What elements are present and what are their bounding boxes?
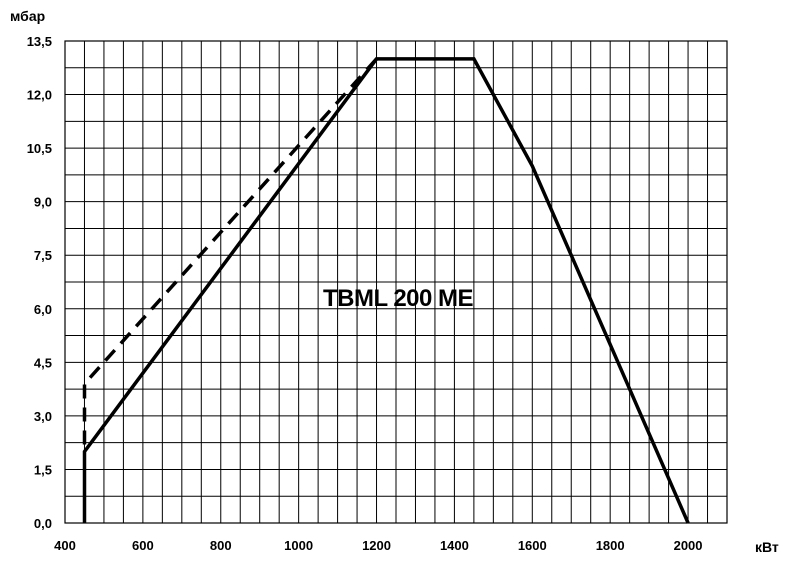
x-tick-label: 1400 [440, 538, 469, 553]
y-tick-label: 1,5 [34, 462, 52, 477]
y-tick-label: 0,0 [34, 516, 52, 531]
x-axis-label: кВт [755, 539, 779, 555]
y-tick-label: 13,5 [27, 34, 52, 49]
y-tick-label: 6,0 [34, 302, 52, 317]
x-tick-label: 1000 [284, 538, 313, 553]
y-tick-label: 7,5 [34, 248, 52, 263]
y-tick-label: 4,5 [34, 355, 52, 370]
x-tick-label: 1800 [596, 538, 625, 553]
y-tick-label: 12,0 [27, 88, 52, 103]
chart-title: TBML 200 ME [323, 285, 474, 312]
y-axis-label: мбар [10, 8, 45, 24]
x-tick-label: 400 [54, 538, 76, 553]
y-tick-label: 3,0 [34, 409, 52, 424]
x-tick-label: 2000 [674, 538, 703, 553]
x-tick-label: 1200 [362, 538, 391, 553]
series-group [82, 57, 690, 524]
tick-labels: 400 600 800 1000 1200 1400 1600 1800 2000 0,0 1,5 3… [27, 34, 703, 553]
x-tick-label: 600 [132, 538, 154, 553]
y-tick-label: 9,0 [34, 195, 52, 210]
x-tick-label: 800 [210, 538, 232, 553]
x-tick-label: 1600 [518, 538, 547, 553]
grid [65, 41, 727, 523]
y-tick-label: 10,5 [27, 141, 52, 156]
dashed-series-line [82, 57, 378, 445]
solid-series-line [82, 57, 690, 524]
plot-frame [64, 40, 728, 524]
